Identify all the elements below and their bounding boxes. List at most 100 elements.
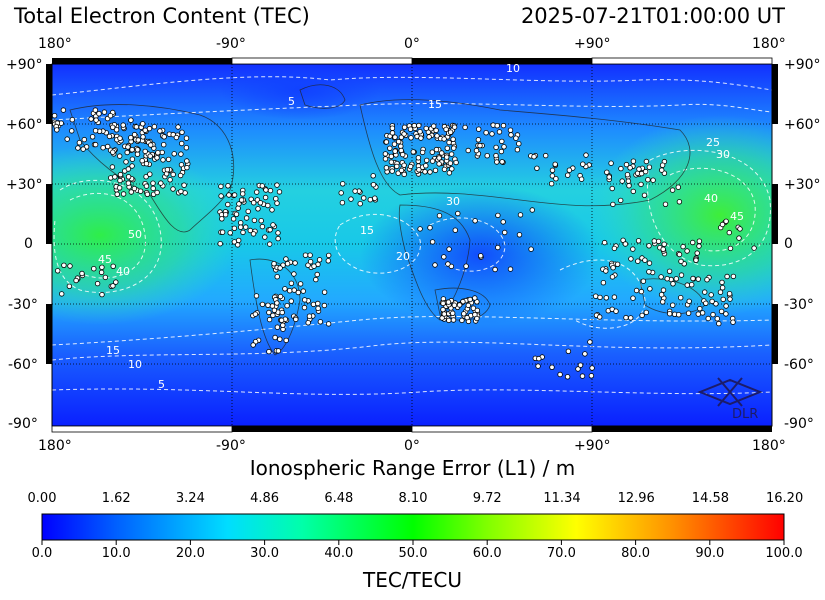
station-marker xyxy=(106,133,113,140)
station-marker xyxy=(678,272,685,278)
contour-label: 20 xyxy=(396,250,410,263)
station-marker xyxy=(69,116,75,123)
station-marker xyxy=(419,149,426,156)
station-marker xyxy=(398,167,405,174)
station-marker xyxy=(274,182,280,188)
station-marker xyxy=(267,187,274,194)
station-marker xyxy=(321,289,328,295)
station-marker xyxy=(630,188,636,195)
colorbar-ticks xyxy=(41,540,785,545)
station-marker xyxy=(129,156,136,162)
contour-label: 45 xyxy=(730,210,744,223)
station-marker xyxy=(552,161,558,167)
colorbar-tick-label: 70.0 xyxy=(546,546,576,561)
station-marker xyxy=(717,289,724,295)
station-marker xyxy=(282,286,288,292)
station-marker xyxy=(142,148,148,155)
lon-label-bottom: +90° xyxy=(574,438,611,454)
station-marker xyxy=(548,180,555,187)
station-marker xyxy=(275,235,281,242)
range-error-tick-label: 3.24 xyxy=(175,491,205,506)
station-marker xyxy=(716,320,722,327)
station-marker xyxy=(633,287,640,294)
contour-label: 40 xyxy=(704,192,718,205)
station-marker xyxy=(222,211,229,218)
station-marker xyxy=(139,121,146,127)
timestamp-label: 2025-07-21T01:00:00 UT xyxy=(520,4,785,28)
station-marker xyxy=(165,156,172,163)
station-marker xyxy=(326,252,332,259)
station-marker xyxy=(500,122,507,129)
station-marker xyxy=(283,256,289,262)
station-marker xyxy=(293,316,299,323)
station-marker xyxy=(444,154,450,160)
station-marker xyxy=(407,126,414,132)
station-marker xyxy=(628,256,634,262)
station-marker xyxy=(597,314,603,320)
station-marker xyxy=(575,366,581,372)
station-marker xyxy=(125,174,132,180)
station-marker xyxy=(67,263,73,269)
station-marker xyxy=(578,176,585,182)
station-marker xyxy=(690,275,696,282)
station-marker xyxy=(178,188,184,195)
station-marker xyxy=(219,216,225,222)
station-marker xyxy=(400,151,406,158)
station-marker xyxy=(446,170,453,176)
station-marker xyxy=(277,293,284,300)
station-marker xyxy=(252,311,259,317)
station-marker xyxy=(107,112,114,119)
station-marker xyxy=(658,292,665,298)
station-marker xyxy=(233,211,240,217)
station-marker xyxy=(647,286,653,292)
station-marker xyxy=(288,298,294,304)
station-marker xyxy=(638,181,644,188)
station-marker xyxy=(714,316,720,322)
station-marker xyxy=(231,225,238,231)
station-marker xyxy=(467,296,473,303)
station-marker xyxy=(660,299,666,305)
station-marker xyxy=(357,200,363,207)
lat-label-right: +30° xyxy=(784,177,821,193)
station-marker xyxy=(553,175,559,182)
station-marker xyxy=(450,317,457,323)
station-marker xyxy=(411,122,417,129)
station-marker xyxy=(508,132,514,138)
station-marker xyxy=(640,278,647,284)
station-marker xyxy=(234,242,241,248)
station-marker xyxy=(259,301,266,308)
station-marker xyxy=(493,152,499,159)
station-marker xyxy=(436,161,442,167)
station-marker xyxy=(99,264,105,270)
station-marker xyxy=(507,127,514,133)
station-marker xyxy=(407,163,414,170)
station-marker xyxy=(300,288,306,294)
range-error-tick-label: 14.58 xyxy=(691,491,730,506)
station-marker xyxy=(676,312,682,318)
station-marker xyxy=(494,159,500,165)
station-marker xyxy=(609,185,615,192)
station-marker xyxy=(499,138,505,145)
station-marker xyxy=(175,124,181,130)
station-marker xyxy=(543,152,549,159)
station-marker xyxy=(96,110,102,117)
station-marker xyxy=(266,309,272,316)
station-marker xyxy=(624,171,631,178)
station-marker xyxy=(618,197,624,204)
station-marker xyxy=(288,280,295,286)
lat-label-left: +60° xyxy=(6,117,43,133)
station-marker xyxy=(429,158,436,164)
station-marker xyxy=(68,128,75,134)
colorbar-tick-label: 10.0 xyxy=(101,546,131,561)
station-marker xyxy=(443,126,449,133)
station-marker xyxy=(666,268,673,274)
station-marker xyxy=(484,152,490,159)
station-marker xyxy=(696,238,703,244)
station-marker xyxy=(493,144,499,151)
station-marker xyxy=(144,191,151,197)
station-marker xyxy=(55,268,61,274)
station-marker xyxy=(315,300,321,307)
station-marker xyxy=(81,136,87,143)
station-marker xyxy=(439,150,445,156)
station-marker xyxy=(723,303,729,309)
